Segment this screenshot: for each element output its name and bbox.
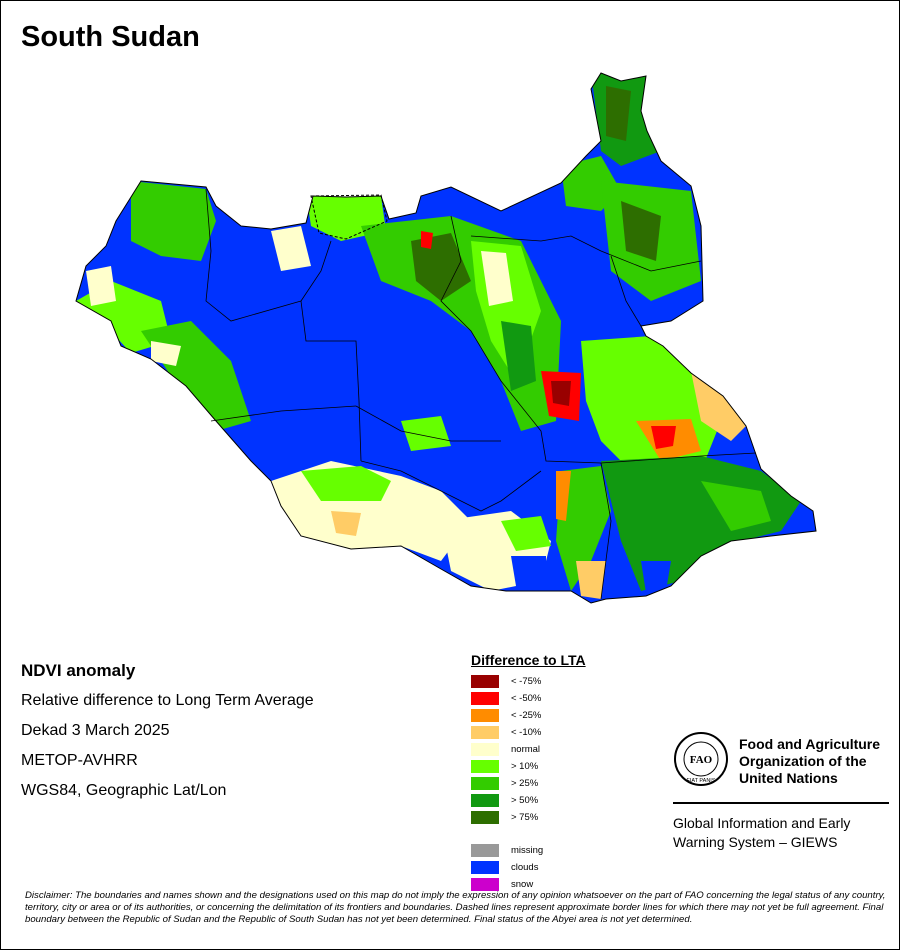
fao-logo: FAO FIAT PANIS — [674, 732, 728, 786]
legend-swatch — [471, 692, 499, 705]
legend-item: > 25% — [471, 775, 651, 792]
green-patch-kapoeta — [701, 481, 771, 531]
green-patch-west-equatoria — [301, 466, 391, 501]
boundary-jonglei — [440, 215, 757, 464]
green-patch-lakes — [401, 416, 451, 451]
giews-line1: Global Information and Early — [673, 815, 851, 831]
fao-name-line2: Organization of the — [739, 753, 867, 769]
green-dark-north — [606, 86, 631, 141]
legend-label: clouds — [511, 862, 539, 873]
legend-swatch — [471, 794, 499, 807]
boundary-equatoria — [360, 460, 542, 512]
legend-label: < -75% — [511, 676, 542, 687]
legend-label: < -25% — [511, 710, 542, 721]
sudd-normal — [481, 251, 513, 306]
fao-divider — [673, 802, 889, 804]
anomaly-juba — [556, 471, 571, 521]
legend-swatch — [471, 878, 499, 891]
legend-item: > 75% — [471, 809, 651, 826]
boundary-wes — [210, 405, 357, 422]
fao-logo-motto: FIAT PANIS — [686, 778, 715, 784]
boundary-upper-nile — [470, 235, 702, 272]
legend-label: normal — [511, 744, 541, 755]
legend-item: < -75% — [471, 673, 651, 690]
legend-item: < -25% — [471, 707, 651, 724]
info-sensor: METOP-AVHRR — [21, 752, 138, 769]
legend-swatch — [471, 760, 499, 773]
legend-items: < -75% < -50% < -25% < -10% normal > 10% > 25%… — [471, 673, 651, 826]
anomaly-south-border — [576, 561, 606, 599]
info-period: Dekad 3 March 2025 — [21, 722, 170, 739]
abyei-dashed-border — [310, 194, 388, 240]
normal-patch-west-2 — [151, 341, 181, 366]
legend-item: normal — [471, 741, 651, 758]
anomaly-east-border — [691, 371, 746, 441]
legend-item: > 50% — [471, 792, 651, 809]
legend-swatch — [471, 777, 499, 790]
boundary-lakes — [355, 405, 501, 442]
legend-label: < -10% — [511, 727, 542, 738]
state-boundaries — [205, 188, 757, 600]
anomaly-west-equatoria — [331, 511, 361, 536]
legend-label: missing — [511, 845, 544, 856]
legend-extra-items: missing clouds snow — [471, 842, 651, 893]
legend-item: snow — [471, 876, 651, 893]
info-description: Relative difference to Long Term Average — [21, 692, 314, 709]
map-land — [76, 73, 816, 603]
legend-item: < -10% — [471, 724, 651, 741]
legend-swatch — [471, 844, 499, 857]
disclaimer: Disclaimer: The boundaries and names sho… — [25, 890, 886, 925]
legend-swatch — [471, 861, 499, 874]
legend-swatch — [471, 726, 499, 739]
fao-name-line3: United Nations — [739, 770, 838, 786]
legend-swatch — [471, 709, 499, 722]
anomaly-pibor-core — [651, 426, 676, 449]
legend-swatch — [471, 811, 499, 824]
clouds-south — [511, 556, 546, 586]
sudd-dark — [411, 233, 471, 301]
legend-title: Difference to LTA — [471, 652, 586, 668]
map-info: NDVI anomaly Relative difference to Long… — [21, 656, 314, 806]
normal-patch-central-north — [271, 226, 311, 271]
anomaly-north — [421, 231, 433, 249]
fao-logo-letters: FAO — [690, 754, 713, 766]
info-projection: WGS84, Geographic Lat/Lon — [21, 782, 227, 799]
country-border — [75, 72, 817, 604]
legend-label: > 10% — [511, 761, 539, 772]
legend-label: > 75% — [511, 812, 539, 823]
boundary-maban — [610, 255, 642, 327]
legend-label: > 25% — [511, 778, 539, 789]
info-heading: NDVI anomaly — [21, 661, 136, 680]
legend-item: < -50% — [471, 690, 651, 707]
severe-anomaly-jonglei — [551, 381, 571, 406]
boundary-warrap — [300, 240, 332, 302]
green-patch-juba — [556, 466, 611, 591]
clouds-southeast — [641, 561, 671, 593]
green-patch-west — [131, 181, 216, 261]
legend-item: > 10% — [471, 758, 651, 775]
legend-swatch — [471, 675, 499, 688]
normal-patch-far-west — [86, 266, 116, 306]
legend-label: snow — [511, 879, 534, 890]
fao-name-line1: Food and Agriculture — [739, 736, 881, 752]
legend-item: missing — [471, 842, 651, 859]
legend-label: > 50% — [511, 795, 539, 806]
legend-label: < -50% — [511, 693, 542, 704]
legend-swatch — [471, 743, 499, 756]
legend-item: clouds — [471, 859, 651, 876]
giews-name: Global Information and Early Warning Sys… — [673, 814, 889, 852]
fao-name: Food and Agriculture Organization of the… — [739, 736, 880, 787]
legend: Difference to LTA < -75% < -50% < -25% < -1… — [471, 652, 651, 893]
sudd-mid — [501, 321, 536, 391]
map-title: South Sudan — [21, 21, 200, 53]
giews-line2: Warning System – GIEWS — [673, 834, 838, 850]
green-patch-yei — [501, 516, 551, 551]
boundary-eastern-equatoria — [600, 462, 612, 600]
green-dark-upper-nile — [621, 201, 661, 261]
